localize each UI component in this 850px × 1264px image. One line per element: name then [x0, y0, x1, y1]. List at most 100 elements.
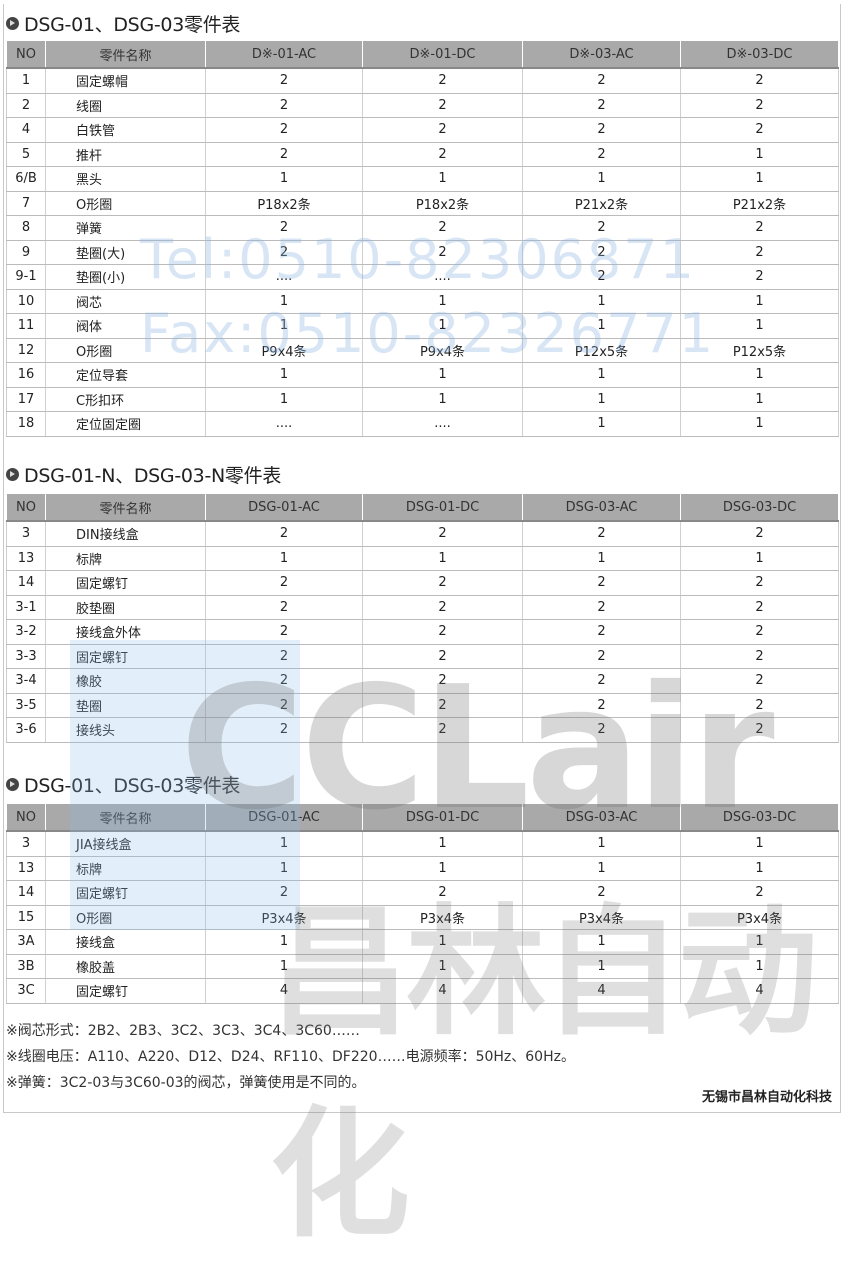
table-row: 3C 固定螺钉 4 4 4 4 — [6, 978, 839, 1004]
cell-part-name: 黑头 — [45, 166, 206, 192]
cell-quantity: .... — [362, 264, 523, 290]
cell-quantity: 2 — [205, 570, 363, 596]
cell-quantity: 1 — [680, 929, 839, 955]
cell-quantity: 1 — [680, 362, 839, 388]
column-header: DSG-03-AC — [522, 803, 681, 832]
cell-quantity: 2 — [205, 521, 363, 547]
note-valve-core: ※阀芯形式：2B2、2B3、3C2、3C3、3C4、3C60…… — [6, 1023, 360, 1039]
cell-quantity: P21x2条 — [680, 191, 839, 216]
cell-quantity: 2 — [522, 240, 681, 265]
table-row: 17 C形扣环 1 1 1 1 — [6, 387, 839, 412]
cell-quantity: 2 — [680, 240, 839, 265]
cell-no: 3-6 — [6, 717, 46, 743]
cell-quantity: 2 — [680, 595, 839, 620]
cell-quantity: .... — [205, 264, 363, 290]
cell-quantity: 2 — [362, 570, 523, 596]
cell-quantity: 2 — [522, 93, 681, 118]
cell-no: 3-5 — [6, 693, 46, 718]
cell-quantity: 2 — [205, 693, 363, 718]
cell-quantity: P3x4条 — [680, 905, 839, 930]
cell-quantity: 2 — [362, 644, 523, 669]
bullet-icon — [6, 17, 19, 30]
cell-part-name: 定位固定圈 — [45, 411, 206, 437]
cell-part-name: C形扣环 — [45, 387, 206, 412]
cell-no: 12 — [6, 338, 46, 363]
cell-quantity: 1 — [522, 929, 681, 955]
company-name: 无锡市昌林自动化科技 — [701, 1090, 832, 1105]
section-title-text: DSG-01、DSG-03零件表 — [24, 14, 241, 36]
cell-quantity: .... — [362, 411, 523, 437]
cell-quantity: 2 — [205, 668, 363, 694]
table-row: 10 阀芯 1 1 1 1 — [6, 289, 839, 314]
cell-no: 3A — [6, 929, 46, 955]
cell-quantity: 1 — [680, 387, 839, 412]
cell-quantity: 2 — [680, 215, 839, 241]
cell-quantity: 2 — [205, 880, 363, 906]
section-title: DSG-01、DSG-03零件表 — [6, 10, 240, 37]
cell-quantity: 1 — [522, 411, 681, 437]
table-row: 3 DIN接线盒 2 2 2 2 — [6, 521, 839, 547]
table-row: 3-6 接线头 2 2 2 2 — [6, 717, 839, 743]
cell-quantity: 2 — [362, 117, 523, 143]
cell-quantity: P18x2条 — [362, 191, 523, 216]
cell-part-name: 阀体 — [45, 313, 206, 339]
cell-part-name: JIA接线盒 — [45, 831, 206, 857]
cell-part-name: 固定螺钉 — [45, 880, 206, 906]
cell-quantity: 1 — [680, 166, 839, 192]
parts-table: NO 零件名称 DSG-01-AC DSG-01-DC DSG-03-AC DSG-03-… — [6, 493, 839, 743]
cell-quantity: 2 — [205, 619, 363, 645]
parts-table: NO 零件名称 D※-01-AC D※-01-DC D※-03-AC D※-03-DC 1 固… — [6, 40, 839, 437]
cell-part-name: 固定螺钉 — [45, 570, 206, 596]
cell-quantity: 2 — [205, 117, 363, 143]
table-row: 9-1 垫圈(小)........ 2 2 — [6, 264, 839, 290]
cell-quantity: 2 — [362, 142, 523, 167]
column-header: 零件名称 — [45, 803, 206, 832]
cell-quantity: 4 — [205, 978, 363, 1004]
cell-part-name: 接线盒外体 — [45, 619, 206, 645]
cell-no: 3-1 — [6, 595, 46, 620]
cell-part-name: 接线盒 — [45, 929, 206, 955]
cell-no: 9-1 — [6, 264, 46, 290]
column-header: DSG-03-DC — [680, 803, 839, 832]
table-row: 1 固定螺帽 2 2 2 2 — [6, 68, 839, 94]
cell-no: 6/B — [6, 166, 46, 192]
table-row: 13 标牌 1 1 1 1 — [6, 546, 839, 571]
cell-quantity: 2 — [680, 717, 839, 743]
table-row: 13 标牌 1 1 1 1 — [6, 856, 839, 881]
parts-table: NO 零件名称 DSG-01-AC DSG-01-DC DSG-03-AC DSG-03-… — [6, 803, 839, 1004]
cell-quantity: 1 — [362, 546, 523, 571]
cell-quantity: 2 — [362, 240, 523, 265]
cell-no: 3-2 — [6, 619, 46, 645]
cell-quantity: 2 — [362, 215, 523, 241]
cell-no: 13 — [6, 856, 46, 881]
cell-part-name: 固定螺钉 — [45, 644, 206, 669]
cell-quantity: 1 — [680, 411, 839, 437]
cell-quantity: 1 — [362, 929, 523, 955]
table-row: 9 垫圈(大) 2 2 2 2 — [6, 240, 839, 265]
cell-part-name: 胶垫圈 — [45, 595, 206, 620]
cell-quantity: 1 — [205, 954, 363, 979]
cell-quantity: 1 — [522, 387, 681, 412]
cell-quantity: 2 — [205, 595, 363, 620]
cell-part-name: 弹簧 — [45, 215, 206, 241]
cell-quantity: 2 — [522, 693, 681, 718]
bullet-icon — [6, 778, 19, 791]
cell-part-name: DIN接线盒 — [45, 521, 206, 547]
cell-quantity: 2 — [680, 570, 839, 596]
cell-no: 13 — [6, 546, 46, 571]
cell-no: 14 — [6, 570, 46, 596]
column-header: D※-01-DC — [362, 40, 523, 69]
cell-quantity: 2 — [680, 644, 839, 669]
bullet-icon — [6, 468, 19, 481]
cell-no: 18 — [6, 411, 46, 437]
cell-part-name: 垫圈(大) — [45, 240, 206, 265]
note-spring: ※弹簧：3C2-03与3C60-03的阀芯，弹簧使用是不同的。 — [6, 1075, 366, 1091]
cell-part-name: 推杆 — [45, 142, 206, 167]
cell-quantity: 1 — [205, 929, 363, 955]
table-row: 8 弹簧 2 2 2 2 — [6, 215, 839, 241]
cell-no: 3B — [6, 954, 46, 979]
cell-quantity: P12x5条 — [522, 338, 681, 363]
table-row: 11 阀体 1 1 1 1 — [6, 313, 839, 339]
cell-quantity: 1 — [205, 546, 363, 571]
cell-quantity: 2 — [680, 68, 839, 94]
